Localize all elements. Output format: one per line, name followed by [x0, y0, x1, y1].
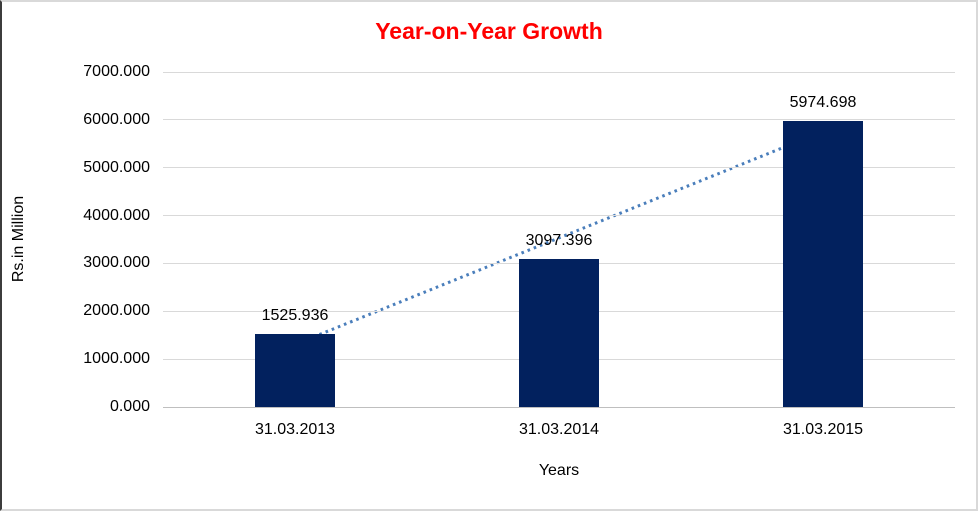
x-tick-label: 31.03.2015: [782, 421, 864, 438]
x-axis-title: Years: [538, 462, 580, 479]
y-axis-title: Rs.in Million: [10, 195, 27, 283]
y-tick-label: 4000.000: [83, 206, 150, 224]
data-label: 5974.698: [789, 94, 857, 112]
x-axis-line: [163, 406, 955, 408]
data-label: 3097.396: [525, 231, 593, 249]
y-tick-label: 0.000: [109, 398, 150, 415]
x-tick-label: 31.03.2014: [518, 421, 600, 438]
x-tick-label: 31.03.2013: [254, 421, 336, 438]
y-tick-label: 7000.000: [83, 63, 150, 80]
y-tick-label: 5000.000: [83, 158, 150, 176]
bar-31.03.2013[interactable]: [255, 333, 335, 407]
trendline[interactable]: [163, 72, 955, 407]
y-tick-label: 6000.000: [83, 110, 150, 128]
gridline: [163, 71, 955, 73]
bar-31.03.2015[interactable]: [783, 121, 863, 407]
gridline: [163, 119, 955, 121]
chart-title: Year-on-Year Growth: [375, 18, 603, 44]
y-tick-label: 2000.000: [83, 302, 150, 320]
plot-area: 1525.936 3097.396 5974.698: [163, 71, 955, 408]
data-label: 1525.936: [261, 306, 329, 324]
gridline: [163, 215, 955, 217]
gridline: [163, 167, 955, 169]
y-tick-label: 1000.000: [83, 350, 150, 368]
bar-31.03.2014[interactable]: [519, 258, 599, 407]
y-tick-label: 3000.000: [83, 254, 150, 272]
